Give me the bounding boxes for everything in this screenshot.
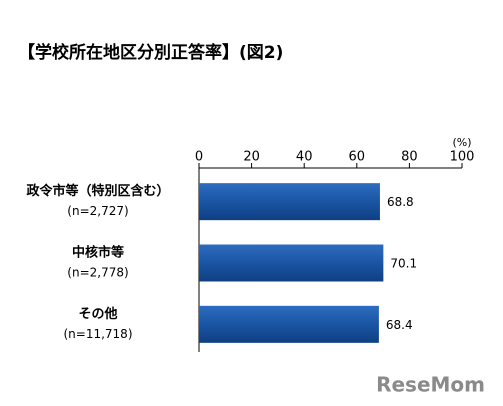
category-label: 政令市等（特別区含む）	[26, 183, 169, 199]
category-label: 中核市等	[72, 245, 124, 261]
x-tick-label: 100	[450, 150, 475, 165]
bar	[199, 305, 379, 343]
x-tick-label: 20	[243, 150, 260, 165]
category-note: (n=2,727)	[67, 204, 128, 218]
x-tick-label: 60	[349, 150, 366, 165]
x-tick-label: 80	[401, 150, 418, 165]
category-label: その他	[78, 306, 117, 322]
x-tick-label: 40	[296, 150, 313, 165]
bar	[199, 244, 384, 282]
x-tick-label: 0	[195, 150, 203, 165]
value-label: 68.4	[386, 318, 413, 332]
value-label: 70.1	[390, 257, 417, 271]
watermark: ReseMom	[376, 373, 485, 397]
value-label: 68.8	[387, 195, 414, 209]
chart-title: 【学校所在地区分別正答率】(図2)	[18, 42, 283, 63]
x-unit: (%)	[452, 136, 471, 149]
category-note: (n=11,718)	[63, 327, 132, 341]
category-note: (n=2,778)	[67, 266, 128, 280]
bar	[199, 183, 380, 221]
